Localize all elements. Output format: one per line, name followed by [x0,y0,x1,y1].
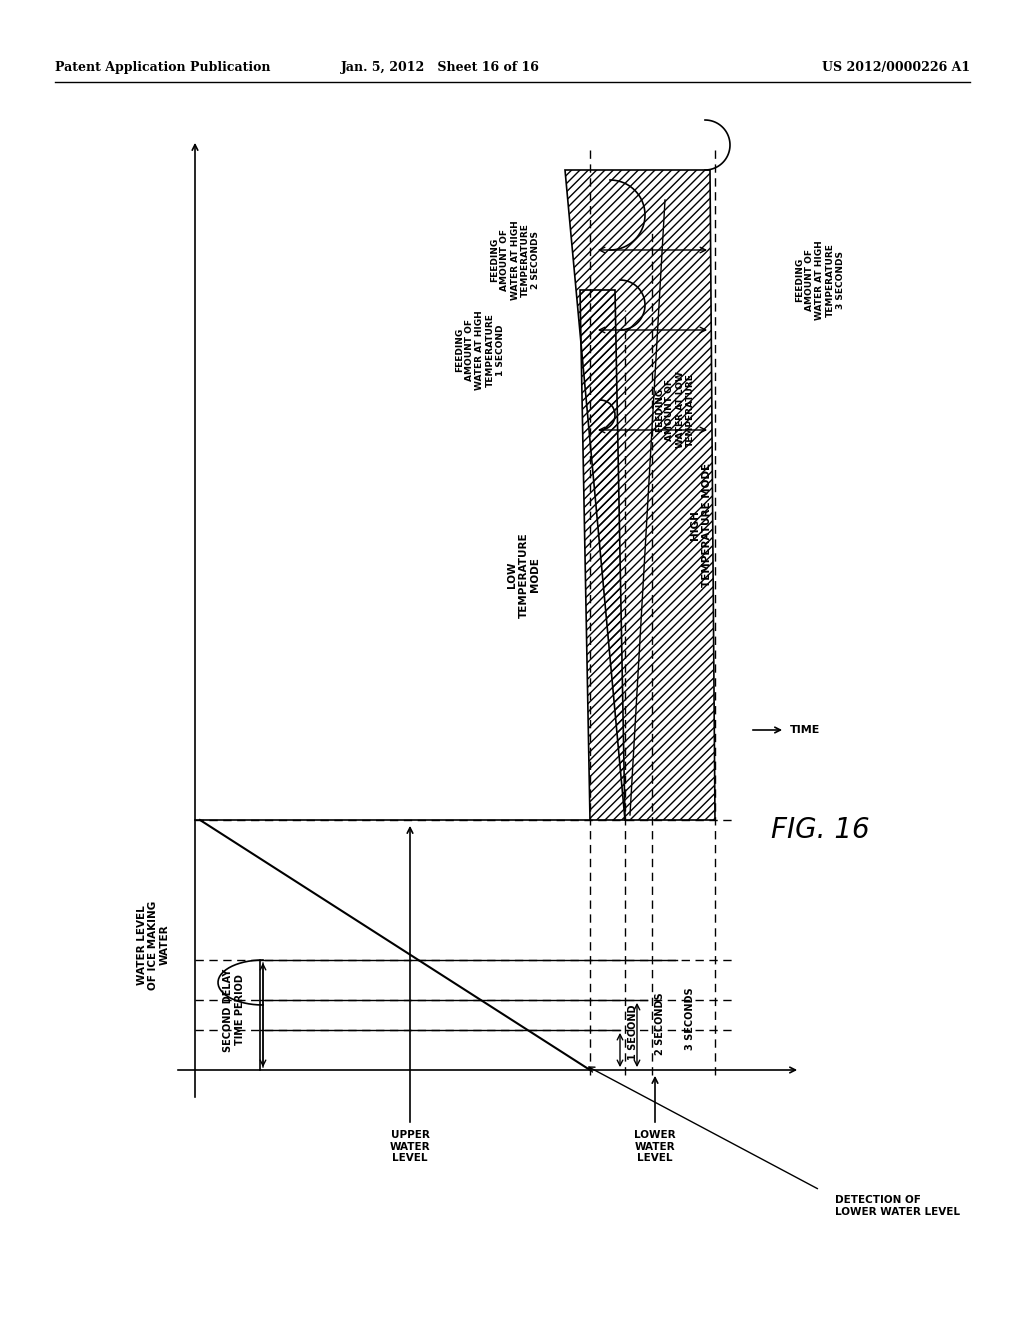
Text: FEEDING
AMOUNT OF
WATER AT HIGH
TEMPERATURE
3 SECONDS: FEEDING AMOUNT OF WATER AT HIGH TEMPERAT… [795,240,845,319]
Text: 2 SECONDS: 2 SECONDS [655,993,665,1055]
Text: FEEDING
AMOUNT OF
WATER AT HIGH
TEMPERATURE
1 SECOND: FEEDING AMOUNT OF WATER AT HIGH TEMPERAT… [455,310,505,389]
Text: LOW
TEMPERATURE
MODE: LOW TEMPERATURE MODE [507,532,540,618]
Text: WATER LEVEL
OF ICE MAKING
WATER: WATER LEVEL OF ICE MAKING WATER [137,900,170,990]
Text: US 2012/0000226 A1: US 2012/0000226 A1 [822,62,970,74]
Text: 1 SECOND: 1 SECOND [628,1005,638,1060]
Text: DETECTION OF
LOWER WATER LEVEL: DETECTION OF LOWER WATER LEVEL [835,1195,961,1217]
Text: UPPER
WATER
LEVEL: UPPER WATER LEVEL [390,1130,430,1163]
Text: Patent Application Publication: Patent Application Publication [55,62,270,74]
Text: HIGH
TEMPERATURE MODE: HIGH TEMPERATURE MODE [690,463,712,587]
Text: FEEDING
AMOUNT OF
WATER AT HIGH
TEMPERATURE
2 SECONDS: FEEDING AMOUNT OF WATER AT HIGH TEMPERAT… [489,220,541,300]
Text: LOWER
WATER
LEVEL: LOWER WATER LEVEL [634,1130,676,1163]
Text: 3 SECONDS: 3 SECONDS [685,987,695,1049]
Text: Jan. 5, 2012   Sheet 16 of 16: Jan. 5, 2012 Sheet 16 of 16 [341,62,540,74]
Text: FIG. 16: FIG. 16 [771,816,869,843]
Text: TIME: TIME [790,725,820,735]
Text: FEEDING
AMOUNT OF
WATER AT LOW
TEMPERATURE: FEEDING AMOUNT OF WATER AT LOW TEMPERATU… [655,372,695,449]
Text: SECOND DELAY
TIME PERIOD: SECOND DELAY TIME PERIOD [223,969,245,1052]
